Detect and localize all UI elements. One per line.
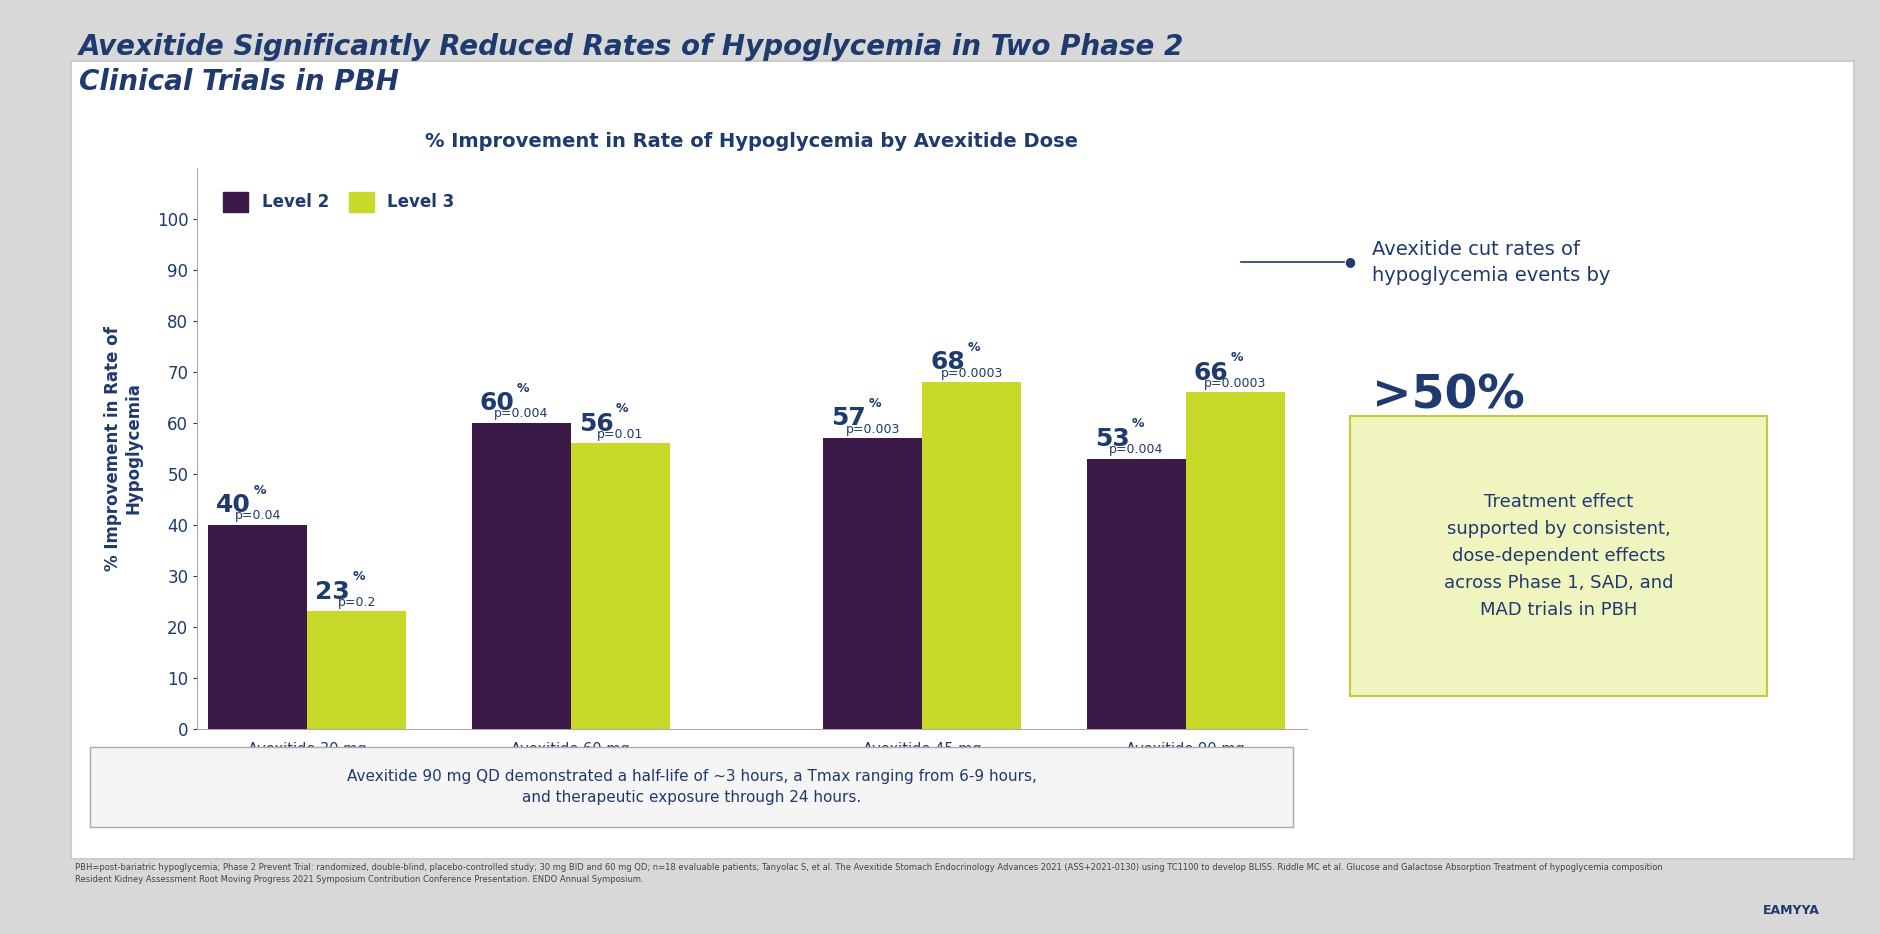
Text: p=0.01: p=0.01 (598, 428, 643, 441)
Text: p=0.2: p=0.2 (337, 596, 376, 609)
Text: p=0.004: p=0.004 (494, 407, 549, 420)
Bar (1186, 392, 1284, 729)
Text: p=0.0003: p=0.0003 (1203, 376, 1267, 389)
Text: p=0.003: p=0.003 (846, 422, 901, 435)
Text: p=0.04: p=0.04 (235, 509, 280, 522)
Text: PHASE 2B STUDY: PHASE 2B STUDY (974, 771, 1134, 788)
Text: %: % (869, 397, 882, 410)
Bar (209, 525, 306, 729)
Text: %: % (1231, 351, 1243, 364)
Text: 40: 40 (216, 493, 252, 517)
Bar (306, 612, 406, 729)
Text: %: % (617, 403, 628, 416)
Bar (923, 382, 1021, 729)
Text: 60: 60 (479, 391, 515, 416)
Text: PBH=post-bariatric hypoglycemia; Phase 2 Prevent Trial: randomized, double-blind: PBH=post-bariatric hypoglycemia; Phase 2… (75, 863, 1664, 884)
Bar (572, 444, 669, 729)
Text: p=0.004: p=0.004 (1109, 443, 1164, 456)
Text: %: % (517, 382, 530, 395)
Title: % Improvement in Rate of Hypoglycemia by Avexitide Dose: % Improvement in Rate of Hypoglycemia by… (425, 133, 1079, 151)
Text: 53: 53 (1094, 427, 1130, 451)
Bar (472, 423, 572, 729)
Bar (823, 438, 923, 729)
Bar (1087, 459, 1186, 729)
Text: 66: 66 (1194, 361, 1230, 385)
Text: >50%: >50% (1372, 374, 1525, 418)
Text: p=0.0003: p=0.0003 (940, 366, 1002, 379)
Text: 57: 57 (831, 406, 867, 431)
Text: Avexitide Significantly Reduced Rates of Hypoglycemia in Two Phase 2
Clinical Tr: Avexitide Significantly Reduced Rates of… (79, 33, 1184, 96)
Legend: Level 2, Level 3: Level 2, Level 3 (216, 185, 461, 219)
Text: Avexitide 90 mg QD demonstrated a half-life of ~3 hours, a Tmax ranging from 6-9: Avexitide 90 mg QD demonstrated a half-l… (348, 769, 1036, 805)
Text: 68: 68 (931, 350, 964, 375)
Text: EAMYYA: EAMYYA (1763, 904, 1820, 917)
Text: Treatment effect
supported by consistent,
dose-dependent effects
across Phase 1,: Treatment effect supported by consistent… (1444, 492, 1673, 619)
Text: %: % (254, 484, 265, 497)
Text: PHASE 2 PREVENT STUDY: PHASE 2 PREVENT STUDY (320, 771, 558, 788)
Y-axis label: % Improvement in Rate of
Hypoglycemia: % Improvement in Rate of Hypoglycemia (103, 326, 143, 571)
Text: Avexitide cut rates of
hypoglycemia events by: Avexitide cut rates of hypoglycemia even… (1372, 240, 1611, 285)
Text: %: % (1132, 417, 1145, 431)
Text: ●: ● (1344, 255, 1355, 268)
Text: //: // (744, 780, 758, 799)
Text: %: % (352, 571, 365, 584)
Text: 23: 23 (316, 580, 350, 603)
Text: %: % (966, 341, 979, 354)
Text: 56: 56 (579, 412, 613, 435)
